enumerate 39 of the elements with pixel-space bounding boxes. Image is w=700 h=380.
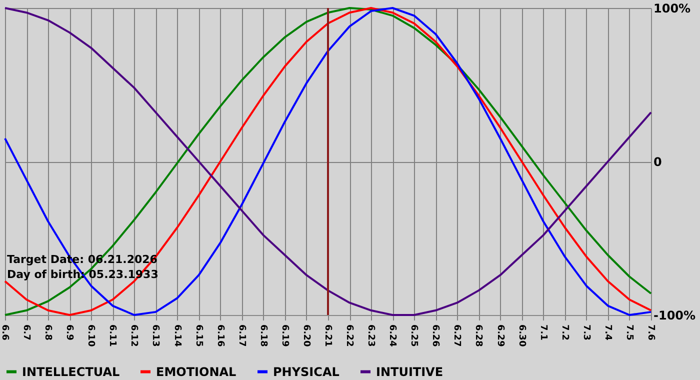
legend-label: INTUITIVE bbox=[376, 364, 444, 379]
x-tick-label: 6.29 bbox=[494, 324, 505, 347]
x-tick-label: 6.22 bbox=[344, 324, 354, 347]
x-tick-label: 7.6 bbox=[646, 324, 656, 340]
x-tick-label: 6.16 bbox=[214, 324, 225, 347]
x-tick-label: 6.13 bbox=[150, 324, 160, 347]
legend-label: PHYSICAL bbox=[273, 364, 340, 379]
x-tick-label: 6.18 bbox=[258, 324, 268, 347]
x-tick-label: 7.5 bbox=[624, 324, 634, 340]
x-tick-label: 6.19 bbox=[279, 324, 290, 347]
legend-label: INTELLECTUAL bbox=[22, 364, 120, 379]
x-tick-label: 6.24 bbox=[387, 324, 398, 347]
x-tick-label: 6.7 bbox=[21, 324, 32, 340]
x-tick-label: 7.4 bbox=[602, 324, 612, 340]
x-tick-label: 6.25 bbox=[408, 324, 419, 347]
x-tick-label: 6.26 bbox=[430, 324, 440, 347]
y-tick-label: -100% bbox=[654, 308, 696, 322]
x-tick-label: 6.20 bbox=[300, 324, 311, 347]
x-tick-label: 6.21 bbox=[322, 324, 332, 347]
line-series bbox=[4, 7, 652, 316]
x-tick-label: 6.8 bbox=[42, 324, 53, 340]
x-tick-label: 6.12 bbox=[128, 324, 139, 347]
x-tick-label: 7.1 bbox=[538, 324, 548, 340]
x-tick-label: 6.11 bbox=[107, 324, 118, 347]
x-tick-label: 6.6 bbox=[0, 324, 10, 340]
legend-label: EMOTIONAL bbox=[156, 364, 237, 379]
x-tick-label: 6.30 bbox=[516, 324, 526, 347]
x-tick-label: 6.14 bbox=[172, 324, 182, 347]
x-tick-label: 6.15 bbox=[193, 324, 204, 347]
x-tick-label: 7.2 bbox=[559, 324, 570, 340]
x-tick-label: 6.23 bbox=[366, 324, 376, 347]
x-tick-label: 6.9 bbox=[64, 324, 74, 340]
y-tick-label: 0 bbox=[654, 155, 662, 169]
x-tick-label: 6.17 bbox=[236, 324, 246, 347]
x-tick-label: 6.28 bbox=[473, 324, 484, 347]
x-tick-label: 6.27 bbox=[452, 324, 462, 347]
x-tick-label: 7.3 bbox=[580, 324, 591, 340]
x-tick-label: 6.10 bbox=[86, 324, 96, 347]
y-tick-label: 100% bbox=[654, 2, 691, 16]
